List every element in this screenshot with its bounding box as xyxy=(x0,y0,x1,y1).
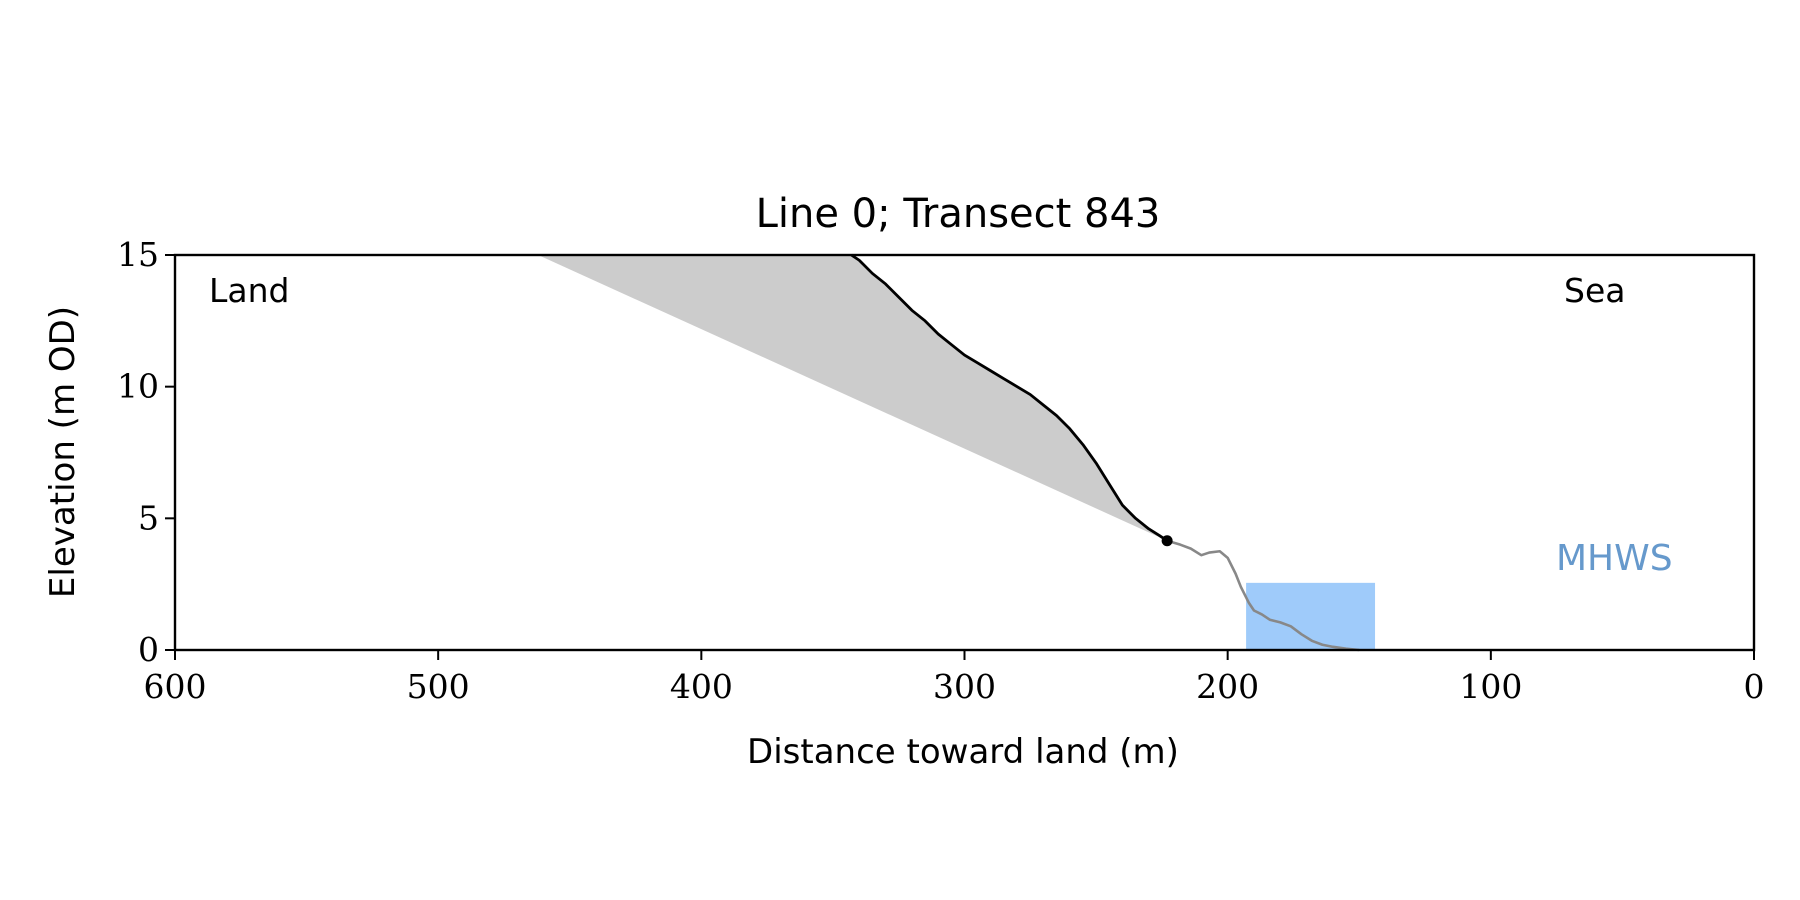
chart-title: Line 0; Transect 843 xyxy=(756,191,1161,237)
x-tick-label: 500 xyxy=(407,667,470,706)
sea-label: Sea xyxy=(1564,271,1625,310)
y-tick-label: 5 xyxy=(138,498,159,537)
x-tick-label: 400 xyxy=(670,667,733,706)
axes-frame xyxy=(173,253,1756,652)
y-tick-label: 0 xyxy=(138,630,159,669)
x-tick-label: 200 xyxy=(1196,667,1259,706)
mhws-label: MHWS xyxy=(1556,538,1673,579)
y-axis: 0 5 10 15 xyxy=(117,235,175,669)
x-axis-label: Distance toward land (m) xyxy=(747,732,1179,772)
y-axis-label: Elevation (m OD) xyxy=(43,306,83,598)
shaded-region xyxy=(538,255,1168,541)
x-tick-label: 600 xyxy=(144,667,207,706)
plot-area xyxy=(538,253,1376,652)
y-tick-label: 15 xyxy=(117,235,159,274)
y-tick-label: 10 xyxy=(117,367,159,406)
x-tick-label: 300 xyxy=(933,667,996,706)
cliff-profile-line xyxy=(850,253,1168,542)
land-label: Land xyxy=(209,271,289,310)
lower-profile-line xyxy=(1166,539,1360,652)
x-axis: 600 500 400 300 200 100 0 xyxy=(144,650,1765,706)
cliff-toe-marker xyxy=(1161,535,1173,547)
x-tick-label: 0 xyxy=(1744,667,1765,706)
x-tick-label: 100 xyxy=(1459,667,1522,706)
